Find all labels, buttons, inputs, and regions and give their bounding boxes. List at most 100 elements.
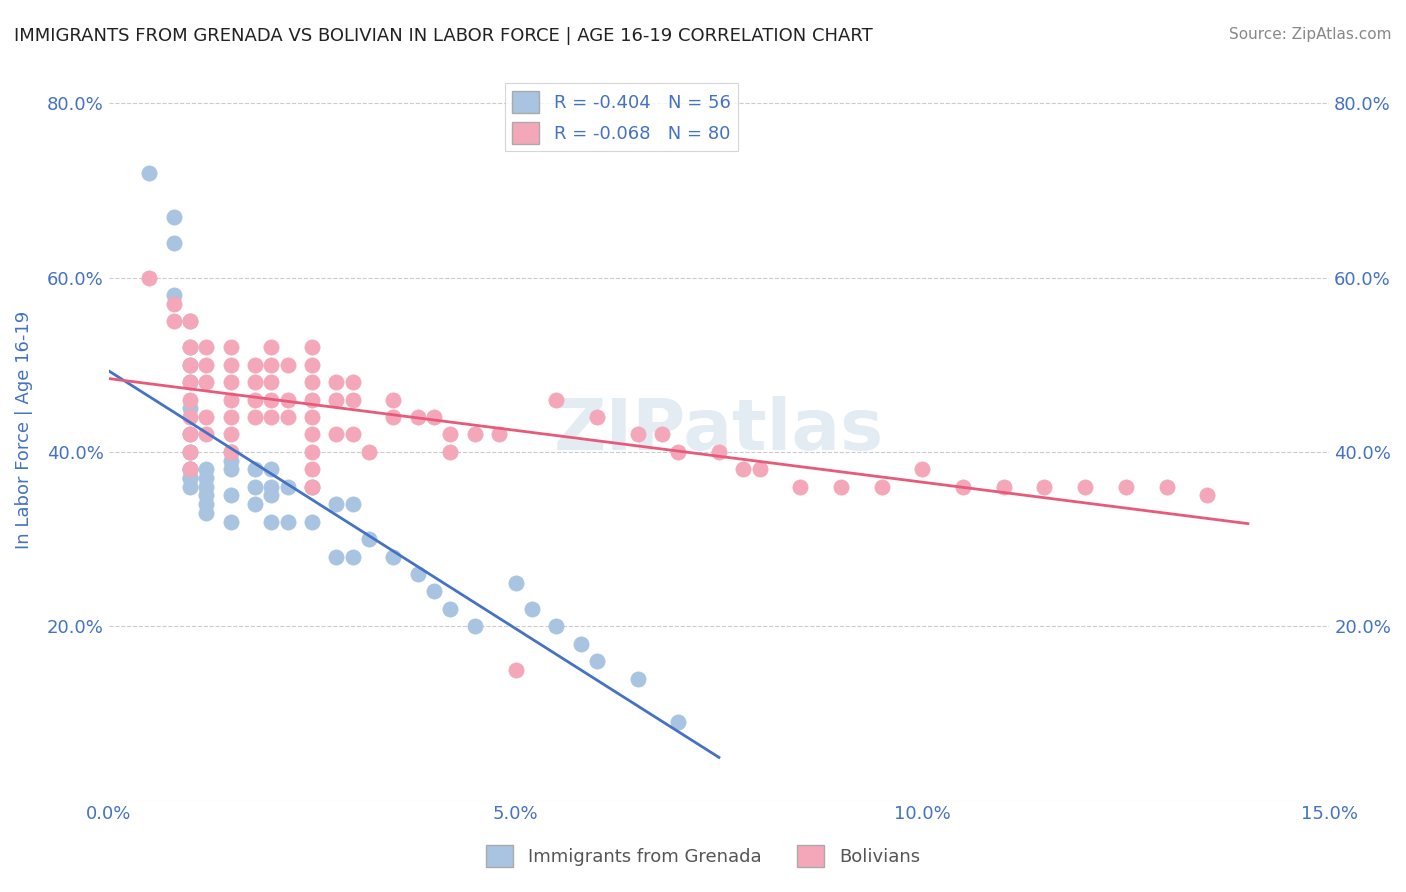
Point xyxy=(179,340,201,354)
Point xyxy=(301,427,323,442)
Point xyxy=(626,672,648,686)
Point xyxy=(325,375,347,389)
Point xyxy=(179,392,201,407)
Point xyxy=(277,358,299,372)
Point xyxy=(357,532,380,546)
Point xyxy=(219,445,242,459)
Point xyxy=(546,392,568,407)
Text: Source: ZipAtlas.com: Source: ZipAtlas.com xyxy=(1229,27,1392,42)
Point xyxy=(1156,480,1178,494)
Point xyxy=(219,488,242,502)
Point xyxy=(301,375,323,389)
Point xyxy=(277,480,299,494)
Point xyxy=(301,445,323,459)
Point xyxy=(406,566,429,581)
Point xyxy=(870,480,893,494)
Point xyxy=(733,462,755,476)
Point xyxy=(260,340,283,354)
Point xyxy=(406,410,429,425)
Legend: Immigrants from Grenada, Bolivians: Immigrants from Grenada, Bolivians xyxy=(479,838,927,874)
Point xyxy=(520,602,543,616)
Point xyxy=(260,358,283,372)
Point xyxy=(195,410,218,425)
Point xyxy=(301,480,323,494)
Point xyxy=(179,340,201,354)
Point xyxy=(748,462,770,476)
Point xyxy=(301,515,323,529)
Point xyxy=(260,410,283,425)
Point xyxy=(342,549,364,564)
Point xyxy=(1115,480,1137,494)
Point xyxy=(423,410,446,425)
Point xyxy=(911,462,934,476)
Point xyxy=(277,515,299,529)
Point xyxy=(195,340,218,354)
Point xyxy=(342,427,364,442)
Point xyxy=(243,462,266,476)
Point xyxy=(464,427,486,442)
Point xyxy=(301,340,323,354)
Point xyxy=(260,488,283,502)
Point xyxy=(707,445,730,459)
Point xyxy=(423,584,446,599)
Point xyxy=(195,488,218,502)
Point xyxy=(301,392,323,407)
Point xyxy=(301,462,323,476)
Point xyxy=(219,392,242,407)
Point xyxy=(382,549,405,564)
Point xyxy=(219,340,242,354)
Point xyxy=(179,445,201,459)
Point xyxy=(195,375,218,389)
Point xyxy=(179,427,201,442)
Point xyxy=(179,314,201,328)
Point xyxy=(666,445,689,459)
Point xyxy=(195,480,218,494)
Point xyxy=(325,549,347,564)
Point xyxy=(301,410,323,425)
Point xyxy=(219,375,242,389)
Point xyxy=(1033,480,1056,494)
Point xyxy=(179,480,201,494)
Point xyxy=(301,358,323,372)
Point xyxy=(505,575,527,590)
Point xyxy=(488,427,510,442)
Point xyxy=(830,480,852,494)
Point xyxy=(342,497,364,511)
Point xyxy=(219,358,242,372)
Point xyxy=(179,358,201,372)
Point xyxy=(1197,488,1219,502)
Point xyxy=(179,471,201,485)
Point xyxy=(325,392,347,407)
Point xyxy=(439,602,461,616)
Point xyxy=(179,462,201,476)
Point xyxy=(439,445,461,459)
Point xyxy=(586,654,609,668)
Point xyxy=(382,410,405,425)
Point xyxy=(219,410,242,425)
Point xyxy=(179,427,201,442)
Point xyxy=(243,375,266,389)
Point xyxy=(179,375,201,389)
Point xyxy=(163,314,186,328)
Point xyxy=(357,445,380,459)
Point xyxy=(195,427,218,442)
Point xyxy=(325,427,347,442)
Point xyxy=(1074,480,1097,494)
Point xyxy=(138,166,160,180)
Point xyxy=(179,462,201,476)
Point xyxy=(382,392,405,407)
Point xyxy=(651,427,673,442)
Point xyxy=(952,480,974,494)
Point xyxy=(586,410,609,425)
Point xyxy=(243,497,266,511)
Point xyxy=(325,497,347,511)
Point xyxy=(243,480,266,494)
Point xyxy=(260,462,283,476)
Point xyxy=(219,462,242,476)
Point xyxy=(546,619,568,633)
Point xyxy=(219,445,242,459)
Point xyxy=(219,515,242,529)
Point xyxy=(195,497,218,511)
Point xyxy=(243,392,266,407)
Point xyxy=(179,445,201,459)
